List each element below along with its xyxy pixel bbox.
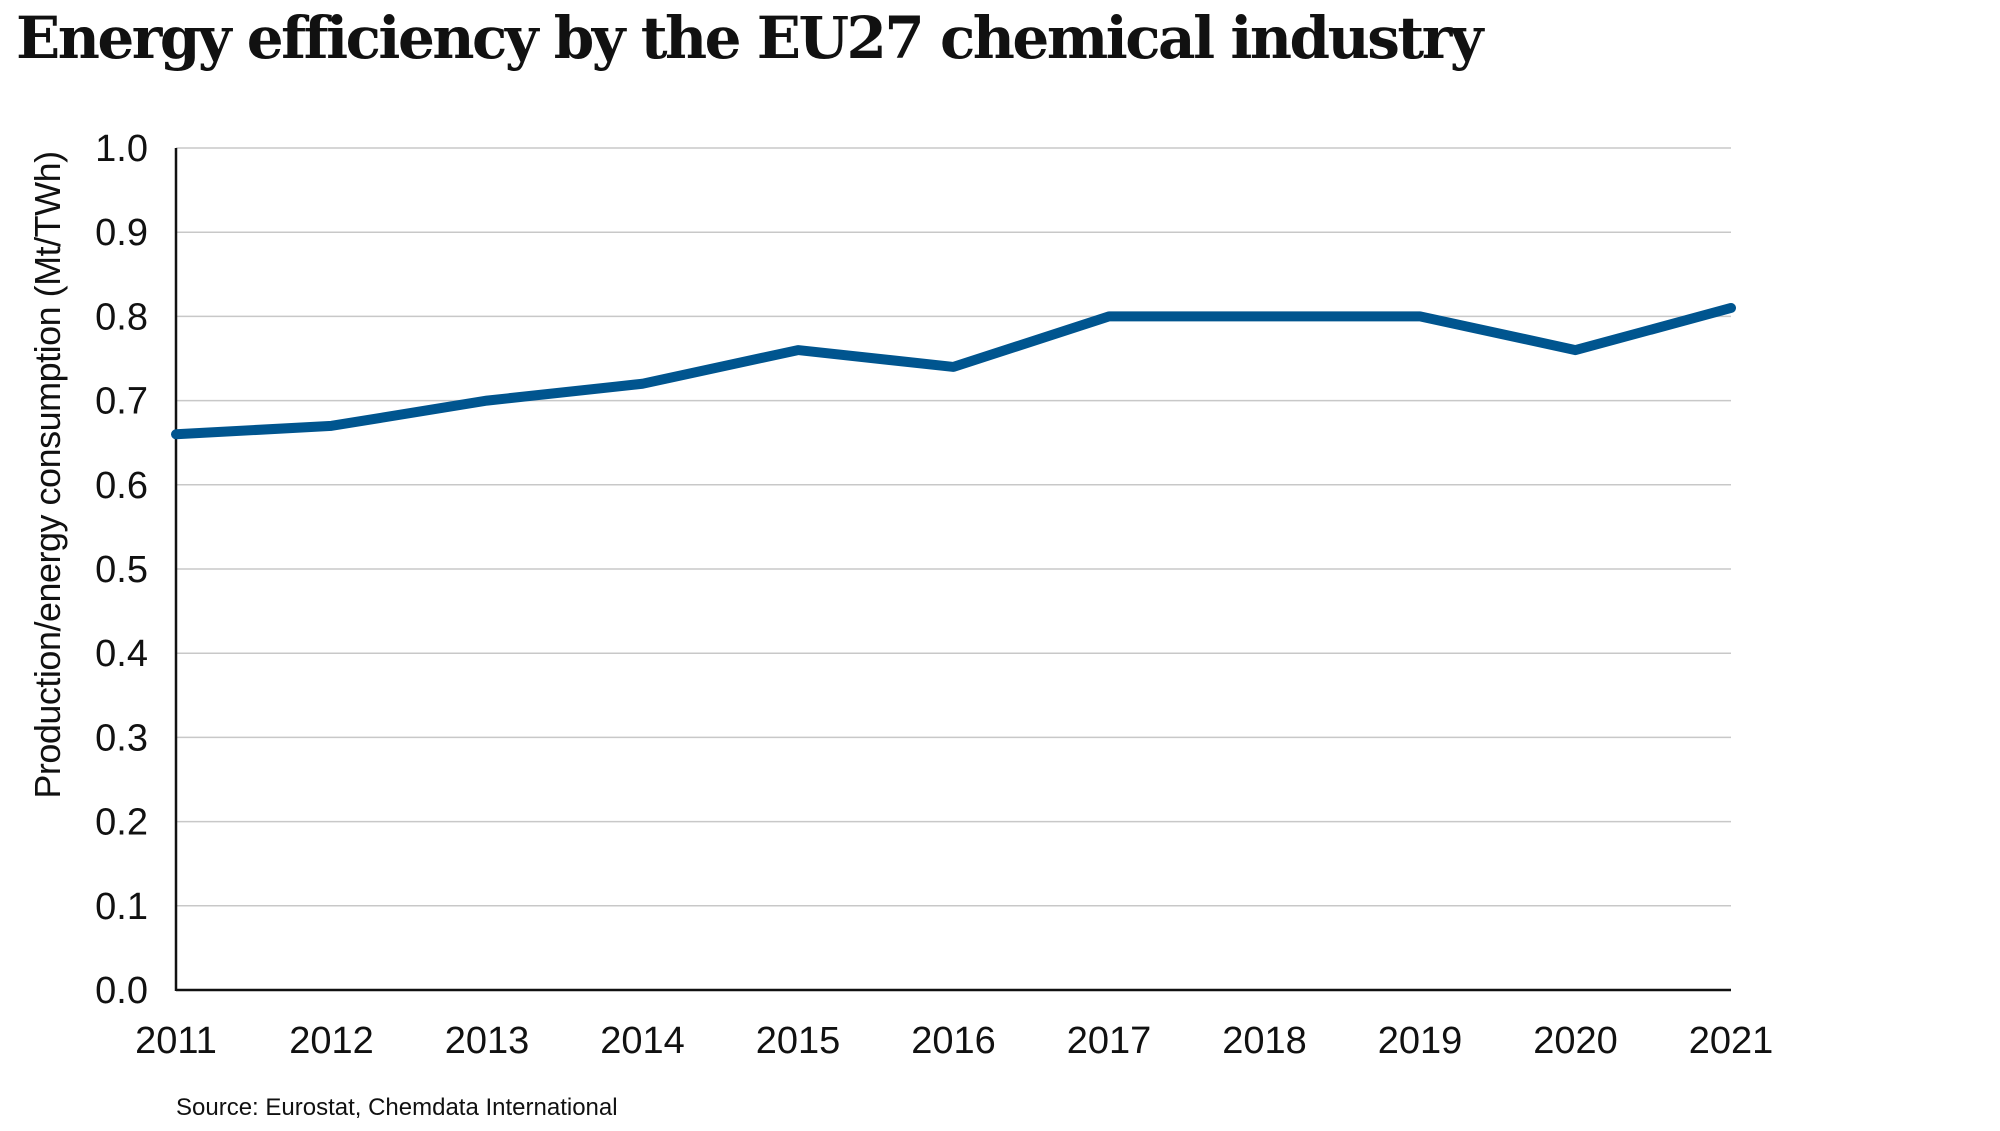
x-tick-label: 2015 xyxy=(756,1020,841,1062)
y-tick-label: 0.1 xyxy=(95,886,148,928)
series-line xyxy=(171,302,1736,440)
x-tick-label: 2019 xyxy=(1378,1020,1463,1062)
x-tick-label: 2021 xyxy=(1689,1020,1774,1062)
x-tick-labels: 2011 2012 2013 2014 2015 2016 2017 2018 2019 2020… xyxy=(135,1020,1773,1062)
y-tick-labels: 0.0 0.1 0.2 0.3 0.4 0.5 0.6 0.7 0.8 0.9 1.0 xyxy=(95,128,148,1012)
gridlines xyxy=(176,147,1731,907)
y-tick-label: 0.7 xyxy=(95,381,148,423)
y-tick-label: 0.8 xyxy=(95,296,148,338)
y-tick-label: 1.0 xyxy=(95,128,148,170)
y-tick-label: 0.5 xyxy=(95,549,148,591)
x-tick-label: 2017 xyxy=(1067,1020,1152,1062)
source-note: Source: Eurostat, Chemdata International xyxy=(176,1094,618,1121)
y-tick-label: 0.2 xyxy=(95,802,148,844)
y-tick-label: 0.6 xyxy=(95,465,148,507)
y-tick-label: 0.0 xyxy=(95,970,148,1012)
x-tick-label: 2016 xyxy=(911,1020,996,1062)
x-tick-label: 2011 xyxy=(135,1020,217,1062)
series-group xyxy=(171,302,1736,440)
x-tick-label: 2013 xyxy=(445,1020,530,1062)
x-tick-label: 2020 xyxy=(1533,1020,1618,1062)
x-tick-label: 2012 xyxy=(289,1020,374,1062)
chart-title: Energy efficiency by the EU27 chemical i… xyxy=(16,4,1483,72)
y-tick-label: 0.4 xyxy=(95,633,148,675)
y-tick-label: 0.9 xyxy=(95,212,148,254)
x-tick-label: 2018 xyxy=(1222,1020,1307,1062)
x-tick-label: 2014 xyxy=(600,1020,685,1062)
y-tick-label: 0.3 xyxy=(95,717,148,759)
